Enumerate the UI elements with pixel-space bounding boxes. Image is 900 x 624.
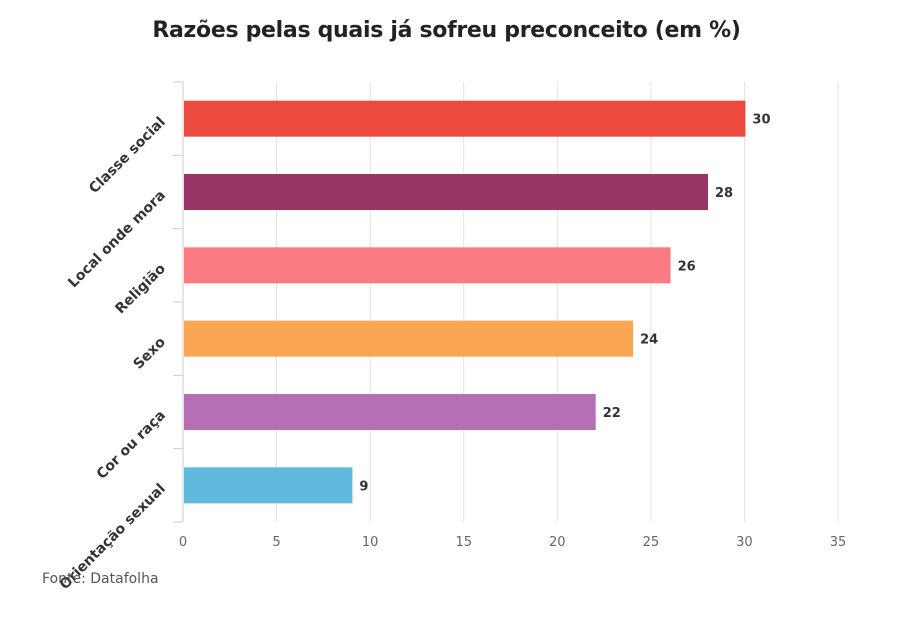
x-tick-label: 0: [179, 535, 187, 550]
data-label: 30: [752, 113, 770, 128]
gridlines: [276, 82, 839, 522]
data-label: 9: [359, 479, 368, 494]
bar: [184, 320, 634, 357]
bar: [184, 467, 353, 504]
data-label: 24: [640, 333, 658, 348]
data-label: 26: [678, 259, 696, 274]
x-tick-label: 35: [830, 535, 847, 550]
bar: [184, 394, 596, 430]
chart-title: Razões pelas quais já sofreu preconceito…: [152, 18, 741, 43]
bar: [184, 247, 671, 284]
category-label: Religião: [112, 261, 169, 318]
data-labels: 30 28 26 24 22 9: [359, 113, 770, 495]
bar: [184, 174, 708, 210]
x-tick-label: 15: [455, 535, 472, 550]
x-tick-label: 30: [736, 535, 753, 550]
data-label: 22: [603, 406, 621, 421]
axes: [173, 81, 184, 523]
data-label: 28: [715, 186, 733, 201]
x-tick-label: 20: [549, 535, 566, 550]
bars: [184, 100, 746, 504]
bar: [184, 100, 746, 137]
category-label: Sexo: [130, 334, 169, 373]
category-label: Cor ou raça: [94, 408, 169, 483]
source-note: Fonte: Datafolha: [42, 571, 159, 587]
x-tick-label: 10: [362, 535, 379, 550]
category-label: Classe social: [86, 114, 169, 197]
x-tick-label: 25: [643, 535, 660, 550]
x-tick-label: 5: [272, 535, 280, 550]
